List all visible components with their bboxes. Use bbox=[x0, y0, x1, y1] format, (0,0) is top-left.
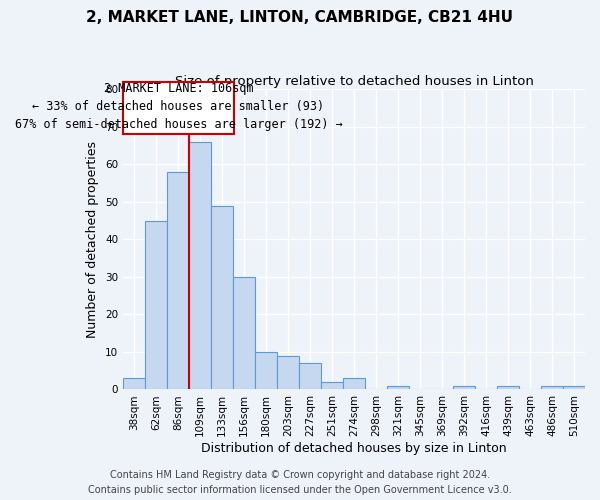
Bar bbox=[497, 386, 519, 390]
Bar bbox=[211, 206, 233, 390]
Bar bbox=[541, 386, 563, 390]
Bar bbox=[233, 277, 255, 390]
Bar bbox=[563, 386, 585, 390]
Bar bbox=[277, 356, 299, 390]
Bar bbox=[167, 172, 189, 390]
Bar bbox=[189, 142, 211, 390]
Bar bbox=[123, 378, 145, 390]
Title: Size of property relative to detached houses in Linton: Size of property relative to detached ho… bbox=[175, 75, 533, 88]
Bar bbox=[453, 386, 475, 390]
Y-axis label: Number of detached properties: Number of detached properties bbox=[86, 141, 100, 338]
Bar bbox=[145, 220, 167, 390]
Bar bbox=[343, 378, 365, 390]
Text: 2, MARKET LANE, LINTON, CAMBRIDGE, CB21 4HU: 2, MARKET LANE, LINTON, CAMBRIDGE, CB21 … bbox=[86, 10, 514, 25]
X-axis label: Distribution of detached houses by size in Linton: Distribution of detached houses by size … bbox=[201, 442, 507, 455]
Bar bbox=[123, 82, 234, 134]
Text: 2 MARKET LANE: 106sqm
← 33% of detached houses are smaller (93)
67% of semi-deta: 2 MARKET LANE: 106sqm ← 33% of detached … bbox=[14, 82, 343, 130]
Bar bbox=[387, 386, 409, 390]
Bar bbox=[255, 352, 277, 390]
Bar bbox=[299, 363, 321, 390]
Text: Contains HM Land Registry data © Crown copyright and database right 2024.
Contai: Contains HM Land Registry data © Crown c… bbox=[88, 470, 512, 495]
Bar bbox=[321, 382, 343, 390]
